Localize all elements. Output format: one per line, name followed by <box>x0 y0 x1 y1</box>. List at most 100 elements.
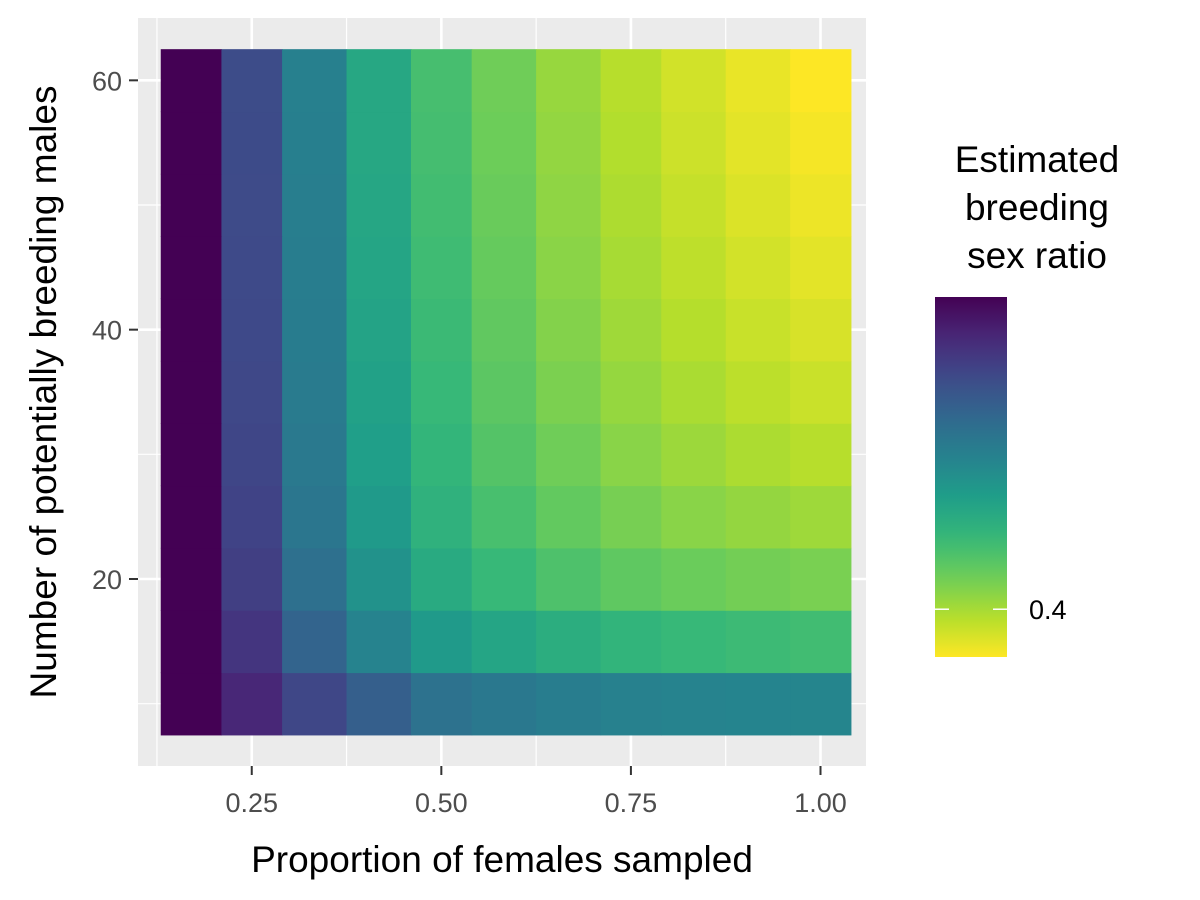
heatmap-tile <box>221 485 283 549</box>
heatmap-tile <box>160 485 223 549</box>
x-axis-title: Proportion of females sampled <box>251 839 753 880</box>
heatmap-tile <box>160 236 223 300</box>
heatmap-tile <box>160 672 223 736</box>
heatmap-tile <box>346 485 412 549</box>
heatmap-tile <box>282 236 348 300</box>
legend-title-line-3: sex ratio <box>967 235 1107 276</box>
heatmap-tile <box>346 610 412 674</box>
heatmap-tile <box>725 423 791 487</box>
heatmap-tile <box>725 610 791 674</box>
y-tick-label: 60 <box>92 66 122 96</box>
heatmap-tile <box>725 672 791 736</box>
heatmap-tile <box>790 423 852 487</box>
heatmap-tile <box>282 298 348 362</box>
heatmap-tile <box>725 298 791 362</box>
heatmap-tile <box>790 298 852 362</box>
heatmap-tile <box>221 49 283 113</box>
heatmap-tile <box>725 111 791 175</box>
heatmap-tile <box>282 360 348 424</box>
heatmap-tile <box>346 173 412 237</box>
legend-title-line-2: breeding <box>965 187 1109 228</box>
heatmap-tile <box>536 298 602 362</box>
legend-colorbar <box>935 297 1007 657</box>
heatmap-tile <box>790 49 852 113</box>
heatmap-tile <box>600 173 662 237</box>
heatmap-tile <box>471 173 537 237</box>
heatmap-tile <box>471 49 537 113</box>
heatmap-tile <box>346 111 412 175</box>
heatmap-tile <box>160 360 223 424</box>
heatmap-tile <box>221 423 283 487</box>
heatmap-tile <box>661 360 727 424</box>
heatmap-tile <box>600 485 662 549</box>
legend-title-line-1: Estimated <box>955 139 1120 180</box>
heatmap-tile <box>661 610 727 674</box>
heatmap-tile <box>471 360 537 424</box>
heatmap-tile <box>160 173 223 237</box>
heatmap-tile <box>411 423 473 487</box>
heatmap-tile <box>471 672 537 736</box>
heatmap-tile <box>160 111 223 175</box>
heatmap-tile <box>221 672 283 736</box>
heatmap-tile <box>160 49 223 113</box>
heatmap-tile <box>160 298 223 362</box>
heatmap-tile <box>661 298 727 362</box>
heatmap-tile <box>160 423 223 487</box>
heatmap-tile <box>661 672 727 736</box>
heatmap-tile <box>471 298 537 362</box>
heatmap-tile <box>346 423 412 487</box>
heatmap-tile <box>411 111 473 175</box>
heatmap-tile <box>725 173 791 237</box>
heatmap-tile <box>725 485 791 549</box>
heatmap-tile <box>790 610 852 674</box>
heatmap-tile <box>346 547 412 611</box>
heatmap-tile <box>600 49 662 113</box>
heatmap-tile <box>725 236 791 300</box>
heatmap-tile <box>411 360 473 424</box>
heatmap-tile <box>221 610 283 674</box>
heatmap-tile <box>346 298 412 362</box>
heatmap-tile <box>600 111 662 175</box>
heatmap-tile <box>600 672 662 736</box>
heatmap-tile <box>536 236 602 300</box>
heatmap-tile <box>661 423 727 487</box>
heatmap-tile <box>471 236 537 300</box>
heatmap-tile <box>411 610 473 674</box>
heatmap-tile <box>790 485 852 549</box>
x-axis: 0.25 0.50 0.75 1.00 <box>225 766 847 818</box>
heatmap-tile <box>282 111 348 175</box>
heatmap-tile <box>282 672 348 736</box>
heatmap-tile <box>536 547 602 611</box>
heatmap-tile <box>790 173 852 237</box>
heatmap-tile <box>282 173 348 237</box>
heatmap-tile <box>471 111 537 175</box>
heatmap-tile <box>411 485 473 549</box>
heatmap-tile <box>346 49 412 113</box>
heatmap-tile <box>661 173 727 237</box>
x-tick-label: 1.00 <box>794 788 847 818</box>
heatmap-tile <box>282 547 348 611</box>
heatmap-tile <box>471 547 537 611</box>
heatmap-tile <box>346 672 412 736</box>
heatmap-tile <box>221 360 283 424</box>
legend-ticks: 0.4 <box>935 595 1067 625</box>
x-tick-label: 0.50 <box>415 788 468 818</box>
heatmap-tile <box>725 49 791 113</box>
heatmap-tile <box>282 423 348 487</box>
heatmap-tile <box>661 485 727 549</box>
heatmap-tile <box>221 236 283 300</box>
heatmap-tile <box>160 547 223 611</box>
heatmap-tile <box>411 49 473 113</box>
heatmap-tile <box>661 49 727 113</box>
heatmap-tile <box>790 672 852 736</box>
heatmap-tile <box>536 173 602 237</box>
heatmap-tile <box>725 547 791 611</box>
y-axis: 20 40 60 <box>92 66 138 595</box>
heatmap-tile <box>600 298 662 362</box>
heatmap-tile <box>790 236 852 300</box>
heatmap-tile <box>411 236 473 300</box>
heatmap-tile <box>471 485 537 549</box>
legend-break-label: 0.4 <box>1029 595 1067 625</box>
heatmap-tile <box>600 423 662 487</box>
heatmap-tile <box>471 610 537 674</box>
